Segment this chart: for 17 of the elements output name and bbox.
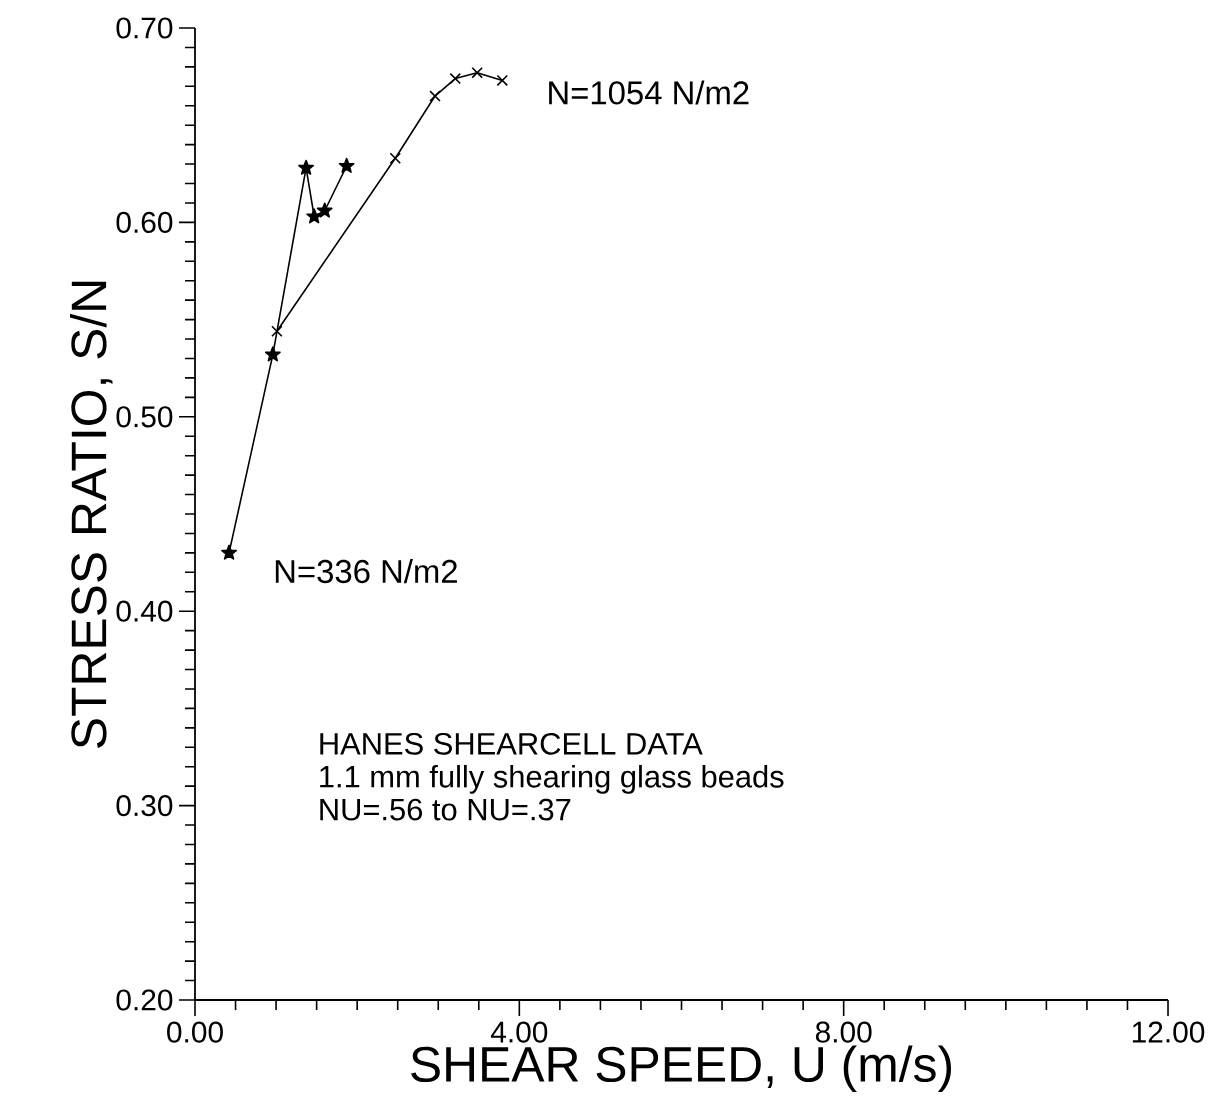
- y-tick-label: 0.20: [116, 989, 173, 1011]
- x-axis-title: SHEAR SPEED, U (m/s): [411, 1045, 951, 1092]
- annotation: NU=.56 to NU=.37: [320, 798, 571, 821]
- annotation: 1.1 mm fully shearing glass beads: [320, 764, 784, 794]
- annotation: HANES SHEARCELL DATA: [320, 732, 703, 755]
- y-tick-label: 0.40: [116, 600, 173, 622]
- series-label: N=336 N/m2: [275, 558, 457, 584]
- y-tick-label: 0.70: [116, 17, 173, 39]
- y-axis-title: STRESS RATIO, S/N: [70, 281, 113, 748]
- x-tick-label: 12.00: [1132, 1021, 1205, 1043]
- y-tick-label: 0.30: [116, 795, 173, 817]
- x-tick-label: 8.00: [815, 1021, 872, 1043]
- x-tick-label: 0.00: [167, 1021, 223, 1043]
- y-tick-label: 0.50: [116, 406, 173, 428]
- y-tick-label: 0.60: [116, 211, 173, 233]
- series-label: N=1054 N/m2: [549, 80, 749, 105]
- x-tick-label: 4.00: [490, 1021, 548, 1043]
